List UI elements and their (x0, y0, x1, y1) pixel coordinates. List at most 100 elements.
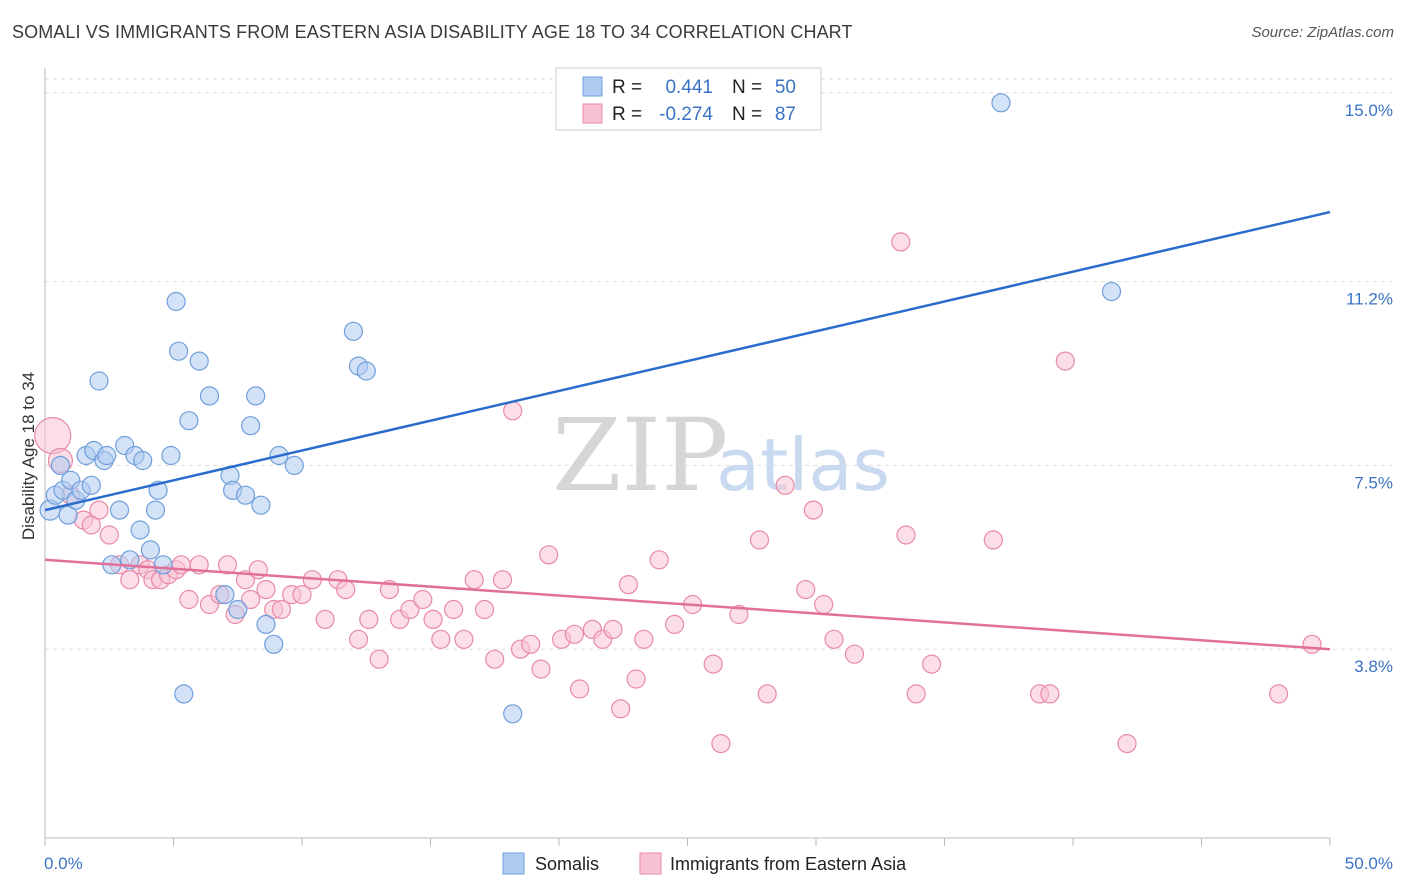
data-point-somali (235, 485, 256, 505)
data-point-asia (474, 599, 495, 620)
trend-lines (44, 210, 1331, 651)
source-credit: Source: ZipAtlas.com (1251, 24, 1394, 41)
watermark: ZIP atlas (552, 397, 890, 514)
data-point-somali (189, 351, 209, 371)
stats-legend: R = 0.441 N = 50 R = -0.274 N = 87 (555, 67, 822, 131)
data-point-asia (906, 684, 926, 704)
watermark-zip: ZIP (552, 397, 728, 514)
data-point-somali (109, 500, 130, 520)
data-point-somali (264, 634, 284, 654)
y-tick-label: 7.5% (1354, 473, 1393, 492)
data-point-asia (423, 609, 443, 630)
x-tick-label-min: 0.0% (44, 854, 83, 873)
data-point-asia (1040, 684, 1060, 704)
stats-legend-swatch-asia (582, 103, 603, 124)
data-point-asia (891, 232, 911, 252)
data-point-somali (153, 555, 173, 575)
data-point-somali (145, 500, 166, 520)
data-point-asia (292, 584, 312, 605)
data-point-asia (531, 659, 551, 679)
legend-swatch-immigrants-eastern-asia (639, 852, 662, 875)
data-point-asia (217, 555, 238, 575)
data-point-somali (215, 584, 235, 605)
data-point-somali (58, 505, 78, 525)
data-point-asia (749, 530, 770, 550)
data-point-asia (757, 684, 777, 704)
data-point-somali (228, 599, 248, 620)
data-point-asia (271, 599, 291, 620)
data-point-asia (336, 579, 356, 600)
data-point-asia (1117, 733, 1137, 754)
data-point-asia (521, 634, 541, 654)
data-point-asia (814, 594, 834, 615)
y-axis-title: Disability Age 18 to 34 (19, 372, 38, 540)
data-point-asia (120, 570, 140, 590)
stats-legend-n-value-asia: 87 (775, 104, 796, 125)
stats-legend-r-label-asia: R = (612, 104, 642, 125)
chart-title: SOMALI VS IMMIGRANTS FROM EASTERN ASIA D… (12, 22, 853, 42)
data-point-asia (256, 579, 276, 600)
bottom-legend: Somalis Immigrants from Eastern Asia (502, 852, 907, 875)
data-point-asia (454, 629, 474, 649)
data-point-asia (729, 604, 749, 625)
data-point-somali (89, 371, 109, 391)
data-point-asia (649, 550, 669, 570)
data-point-somali (199, 386, 220, 406)
data-point-asia (34, 417, 72, 455)
data-point-somali (179, 411, 199, 431)
data-point-asia (664, 614, 685, 635)
data-point-asia (1268, 684, 1289, 704)
data-point-asia (81, 515, 101, 535)
stats-legend-r-value-somali: 0.441 (665, 77, 713, 98)
data-point-asia (796, 579, 816, 600)
data-point-somali (1101, 281, 1122, 302)
data-point-somali (81, 475, 101, 495)
data-point-asia (99, 525, 119, 545)
data-point-somali (356, 361, 376, 381)
stats-legend-r-value-asia: -0.274 (659, 104, 713, 125)
stats-legend-r-label-somali: R = (612, 77, 642, 98)
data-point-asia (492, 570, 513, 590)
legend-label-somalis: Somalis (535, 854, 599, 874)
data-point-somali (50, 455, 71, 475)
data-point-somali (256, 614, 276, 635)
data-point-somali (140, 540, 160, 560)
data-point-asia (539, 545, 559, 565)
trend-line-somalis (44, 210, 1331, 512)
gridlines (45, 78, 1392, 650)
data-point-asia (413, 589, 433, 610)
data-point-somali (991, 93, 1011, 113)
data-point-asia (1302, 634, 1322, 654)
data-point-somali (161, 445, 181, 466)
data-point-asia (703, 654, 723, 674)
data-point-asia (626, 669, 646, 689)
data-point-asia (89, 500, 109, 520)
data-point-asia (359, 609, 379, 630)
data-point-asia (1055, 351, 1075, 371)
y-tick-label: 3.8% (1354, 657, 1393, 676)
data-point-asia (618, 574, 639, 595)
data-point-asia (634, 629, 654, 649)
data-point-somali (241, 416, 261, 436)
data-point-asia (603, 619, 623, 640)
watermark-atlas: atlas (716, 423, 890, 507)
series-somalis (39, 93, 1122, 724)
trend-line-immigrants-eastern-asia (44, 558, 1331, 651)
data-point-asia (171, 555, 191, 575)
data-point-somali (246, 386, 266, 406)
data-point-asia (485, 649, 505, 669)
x-tick-label-max: 50.0% (1345, 854, 1393, 873)
stats-legend-n-value-somali: 50 (775, 77, 796, 98)
data-point-asia (564, 624, 585, 644)
data-point-asia (611, 699, 631, 719)
data-point-asia (503, 401, 523, 421)
data-point-somali (166, 291, 186, 312)
y-tick-label: 15.0% (1345, 101, 1393, 120)
y-tick-label: 11.2% (1346, 290, 1393, 309)
data-point-asia (711, 733, 731, 754)
data-point-somali (169, 341, 189, 361)
data-point-asia (369, 649, 389, 669)
stats-legend-n-label-somali: N = (732, 77, 762, 98)
data-point-somali (284, 455, 304, 475)
